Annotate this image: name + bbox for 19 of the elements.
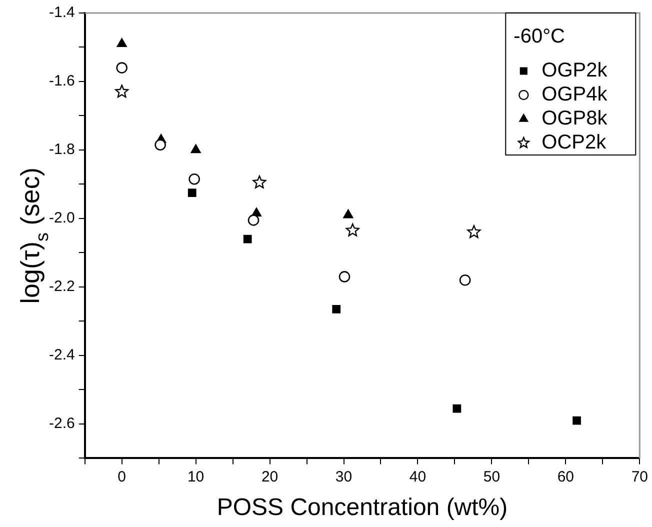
x-tick-label: 10	[187, 468, 204, 486]
y-tick-label: -1.4	[48, 4, 75, 22]
y-tick-label: -1.8	[48, 141, 75, 158]
legend-label: OGP8k	[542, 108, 608, 130]
x-tick-label: 60	[557, 468, 574, 486]
x-tick-label: 20	[261, 468, 278, 486]
x-axis-title: POSS Concentration (wt%)	[216, 494, 508, 522]
y-tick-label: -2.4	[48, 346, 75, 364]
x-tick-label: 40	[409, 468, 426, 486]
y-tick-label: -2.6	[48, 415, 75, 432]
legend-label: OGP4k	[542, 84, 608, 106]
x-tick-label: 70	[631, 468, 648, 486]
legend-label: OCP2k	[542, 132, 608, 154]
legend-title: -60°C	[514, 26, 566, 48]
x-tick-label: 50	[483, 468, 500, 486]
x-tick-label: 0	[118, 468, 126, 486]
y-tick-label: -1.6	[48, 72, 75, 90]
legend-label: OGP2k	[542, 60, 608, 82]
x-tick-label: 30	[335, 468, 352, 486]
